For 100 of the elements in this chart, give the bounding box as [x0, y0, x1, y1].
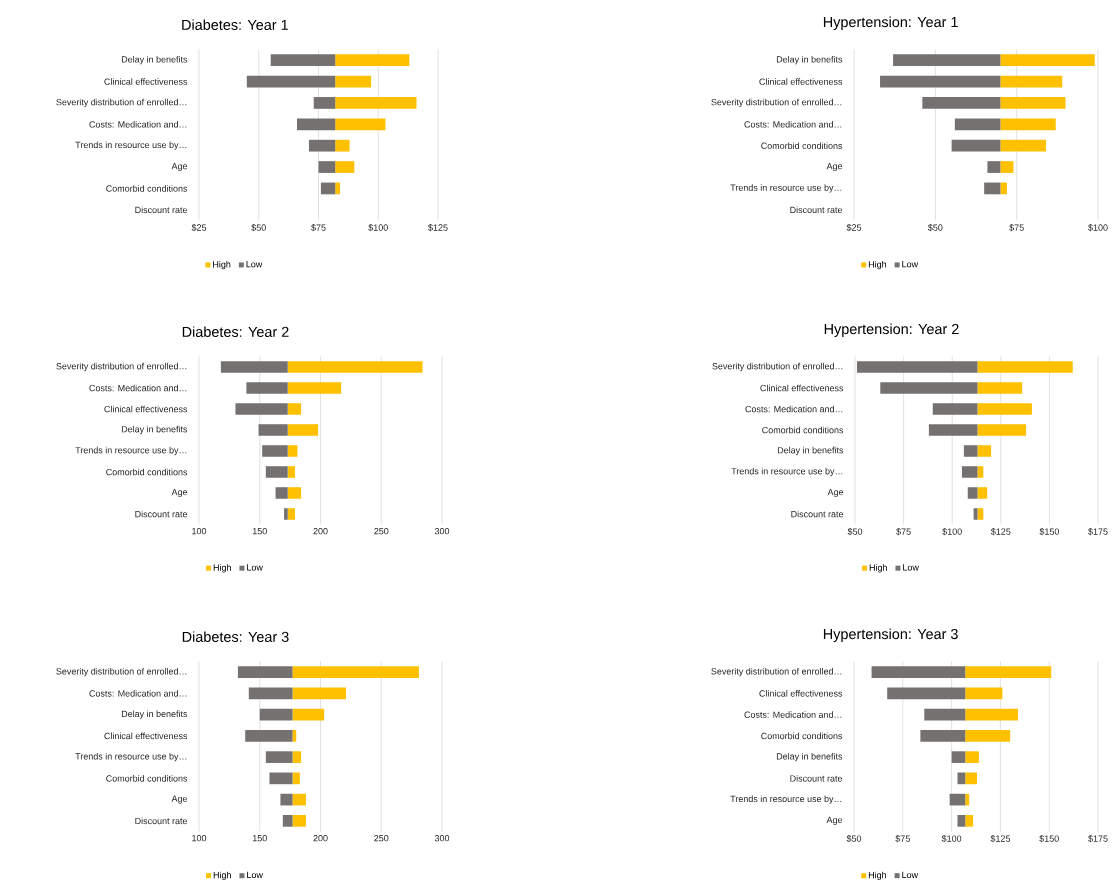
bar: [259, 708, 293, 721]
x-tick-label: $175: [1088, 528, 1108, 536]
x-tick-label: $125: [990, 835, 1010, 843]
x-tick-label: 200: [313, 528, 328, 535]
x-tick-label: 300: [434, 835, 450, 842]
bar: [248, 687, 293, 700]
y-tick-label: Discount rate: [790, 775, 843, 782]
legend-label: Low: [247, 564, 263, 571]
bar: [245, 730, 293, 742]
bar: [237, 666, 293, 678]
bar: [965, 772, 977, 785]
x-tick-label: $100: [368, 224, 388, 232]
bar: [977, 445, 992, 457]
y-tick-label: Trends in resource use by…: [731, 467, 843, 477]
bar: [957, 815, 966, 827]
bar: [880, 75, 1001, 88]
bar: [965, 666, 1052, 678]
bar: [920, 730, 966, 742]
y-tick-label: Clinical effectiveness: [759, 690, 843, 697]
y-tick-label: Trends in resource use by…: [75, 446, 187, 456]
bar: [308, 139, 336, 152]
bar: [924, 708, 966, 721]
bar: [269, 772, 293, 785]
x-tick-label: $25: [191, 224, 207, 232]
legend-label: Low: [902, 871, 919, 879]
legend-label: Low: [902, 261, 919, 268]
bar: [965, 730, 1011, 742]
y-tick-label: Severity distribution of enrolled…: [56, 667, 187, 677]
bar: [335, 161, 355, 173]
x-tick-label: $125: [428, 224, 448, 232]
legend-label: High: [213, 871, 231, 881]
y-tick-label: Delay in benefits: [121, 56, 188, 65]
bar: [292, 666, 419, 678]
bar: [928, 424, 978, 436]
x-tick-label: $50: [846, 835, 862, 843]
y-tick-label: Clinical effectiveness: [760, 384, 844, 392]
bar: [320, 182, 336, 195]
y-tick-label: Age: [171, 795, 188, 804]
y-tick-label: Comorbid conditions: [106, 775, 188, 782]
bar: [287, 487, 302, 499]
bar: [292, 815, 306, 827]
y-tick-label: Delay in benefits: [121, 710, 188, 719]
y-tick-label: Costs: Medication and…: [744, 121, 842, 128]
bar: [932, 403, 978, 415]
bar: [335, 54, 410, 67]
y-tick-label: Severity distribution of enrolled…: [712, 362, 843, 372]
x-tick-label: 100: [192, 528, 207, 535]
y-tick-label: Age: [826, 163, 843, 172]
y-tick-label: Clinical effectiveness: [104, 405, 188, 413]
x-tick-label: $150: [1039, 528, 1060, 536]
bar: [965, 751, 979, 763]
bar: [965, 687, 1003, 700]
bar: [287, 382, 342, 394]
chart-title: Hypertension: Year 2: [824, 323, 959, 337]
bar: [965, 793, 970, 806]
x-tick-label: $50: [847, 528, 863, 536]
y-tick-label: Age: [826, 816, 843, 825]
bar: [287, 508, 295, 520]
x-tick-label: 300: [434, 528, 450, 535]
y-tick-label: Trends in resource use by…: [75, 141, 187, 150]
bar: [335, 97, 417, 109]
chart-title: Hypertension: Year 3: [823, 628, 958, 642]
x-tick-label: $100: [1088, 224, 1108, 232]
chart-title: Hypertension: Year 1: [823, 16, 958, 30]
bar: [1000, 54, 1095, 67]
bar: [335, 75, 372, 88]
bar: [856, 361, 978, 373]
legend-label: High: [868, 871, 887, 881]
bar: [1000, 75, 1063, 88]
bar: [963, 445, 978, 457]
bar: [292, 687, 347, 700]
chart-title: Diabetes: Year 3: [182, 631, 289, 642]
bar: [270, 54, 336, 67]
chart-title: Diabetes: Year 1: [182, 19, 288, 30]
bar: [335, 182, 341, 195]
y-tick-label: Comorbid conditions: [106, 185, 188, 192]
bar: [965, 815, 974, 827]
bar: [246, 75, 336, 88]
y-tick-label: Age: [171, 488, 188, 497]
bar: [954, 118, 1001, 131]
y-tick-label: Comorbid conditions: [761, 142, 843, 149]
y-tick-label: Delay in benefits: [121, 425, 188, 435]
bar: [292, 751, 302, 763]
legend-label: Low: [246, 261, 263, 268]
x-tick-label: 250: [374, 835, 389, 842]
x-tick-label: $175: [1088, 835, 1108, 843]
bar: [292, 708, 325, 721]
y-tick-label: Discount rate: [135, 206, 188, 214]
y-tick-label: Trends in resource use by…: [730, 795, 842, 804]
bar: [977, 361, 1073, 373]
bar: [287, 424, 319, 436]
bar: [1000, 182, 1007, 195]
y-tick-label: Discount rate: [135, 510, 188, 518]
bar: [961, 466, 978, 478]
y-tick-label: Trends in resource use by…: [730, 184, 842, 193]
bar: [977, 466, 984, 478]
bar: [1000, 97, 1066, 109]
x-tick-label: $50: [251, 224, 266, 232]
y-tick-label: Severity distribution of enrolled…: [56, 362, 187, 372]
bar: [977, 382, 1023, 394]
